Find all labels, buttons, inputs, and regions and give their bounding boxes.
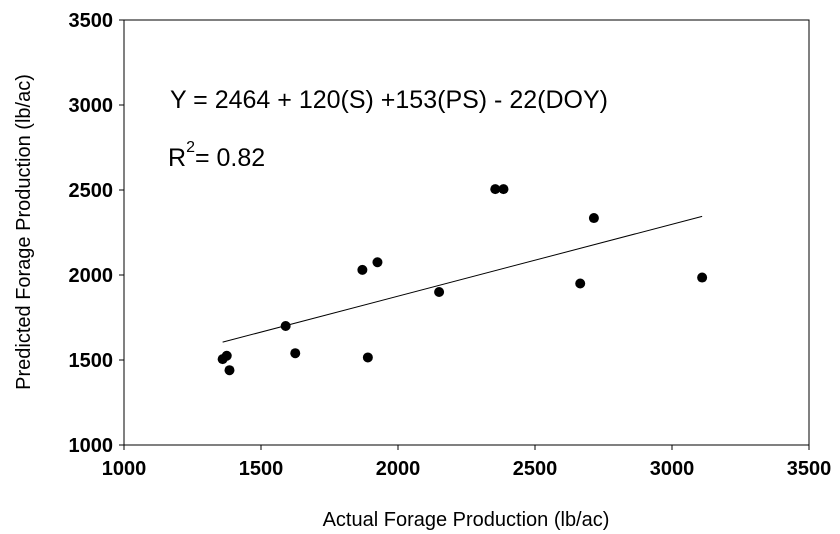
data-point: [575, 278, 586, 289]
data-point: [224, 365, 235, 376]
x-tick-label: 1000: [102, 458, 147, 480]
r-squared-exponent: 2: [186, 139, 195, 156]
plot-area: [123, 19, 810, 446]
data-point: [490, 184, 501, 195]
y-axis: 1000 1500 2000 2500 3000 3500: [69, 10, 124, 457]
data-points: [217, 184, 708, 376]
x-tick-label: 1500: [239, 458, 284, 480]
y-tick-label: 2500: [69, 180, 114, 202]
y-tick-label: 1000: [69, 435, 114, 457]
data-point: [221, 350, 232, 361]
x-tick-label: 2000: [376, 458, 421, 480]
x-tick-label: 3000: [650, 458, 695, 480]
y-tick-label: 1500: [69, 350, 114, 372]
data-point: [498, 184, 509, 195]
r-squared-label: R: [168, 144, 186, 172]
r-squared-annotation: R2= 0.82: [168, 139, 265, 172]
y-tick-label: 3000: [69, 95, 114, 117]
x-axis-label: Actual Forage Production (lb/ac): [323, 509, 610, 531]
x-tick-label: 3500: [787, 458, 832, 480]
data-point: [357, 264, 368, 275]
y-tick-label: 3500: [69, 10, 114, 32]
regression-equation: Y = 2464 + 120(S) +153(PS) - 22(DOY): [170, 86, 608, 114]
data-point: [362, 352, 373, 363]
x-axis: 1000 1500 2000 2500 3000 3500: [102, 445, 832, 480]
data-point: [588, 213, 599, 224]
data-point: [434, 287, 445, 297]
data-point: [697, 272, 708, 283]
y-axis-label: Predicted Forage Production (lb/ac): [13, 74, 35, 390]
trend-line: [222, 215, 703, 343]
data-point: [280, 321, 291, 331]
data-point: [372, 257, 383, 268]
x-tick-label: 2500: [513, 458, 558, 480]
y-tick-label: 2000: [69, 265, 114, 287]
r-squared-value: = 0.82: [195, 144, 265, 172]
data-point: [290, 348, 301, 359]
